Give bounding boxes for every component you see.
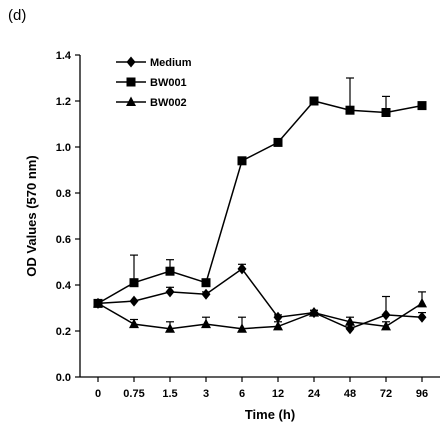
x-tick-label: 24 — [308, 388, 321, 400]
legend-marker — [126, 77, 136, 87]
data-point — [273, 320, 283, 331]
y-tick-label: 0.6 — [56, 234, 71, 246]
x-tick-label: 96 — [416, 388, 428, 400]
data-point — [237, 323, 247, 333]
data-point — [309, 96, 319, 106]
data-point — [201, 278, 211, 288]
legend-item: BW001 — [116, 77, 187, 89]
x-tick-label: 6 — [239, 388, 245, 400]
data-point — [417, 297, 427, 308]
series-line — [97, 267, 423, 330]
data-point — [345, 105, 355, 115]
panel-label: (d) — [8, 7, 26, 24]
data-point — [201, 288, 211, 300]
legend-label: BW001 — [150, 77, 187, 89]
y-tick-label: 1.2 — [56, 96, 71, 108]
x-tick-label: 0.75 — [123, 388, 144, 400]
y-tick-label: 0.2 — [56, 326, 71, 338]
data-point — [381, 320, 391, 331]
data-point — [345, 323, 355, 335]
y-axis-title: OD Values (570 nm) — [24, 155, 39, 276]
data-point — [165, 286, 175, 298]
series-bw001 — [93, 77, 427, 308]
x-ticks: 0 0.75 1.5 3 6 12 24 48 72 96 — [95, 377, 428, 400]
x-axis-title: Time (h) — [245, 407, 295, 422]
data-point — [273, 137, 283, 147]
x-tick-label: 1.5 — [162, 388, 177, 400]
data-point — [237, 263, 247, 275]
series-line — [97, 100, 423, 305]
series-line — [97, 302, 423, 330]
series-layer — [93, 77, 427, 335]
y-tick-label: 1.0 — [56, 142, 71, 154]
data-point — [129, 295, 139, 307]
data-point — [309, 307, 319, 317]
y-tick-label: 1.4 — [56, 50, 72, 62]
series-bw002 — [93, 291, 427, 333]
data-point — [381, 108, 391, 117]
data-point — [417, 311, 427, 323]
data-point — [417, 101, 427, 111]
y-tick-label: 0.8 — [56, 188, 71, 200]
legend-label: BW002 — [150, 97, 187, 109]
legend-label: Medium — [150, 57, 192, 69]
data-point — [345, 316, 355, 326]
data-point — [129, 318, 139, 329]
series-medium — [93, 263, 427, 335]
data-point — [273, 311, 283, 323]
legend-marker — [126, 56, 136, 68]
legend-item: Medium — [116, 56, 192, 69]
x-tick-label: 12 — [272, 388, 284, 400]
data-point — [201, 318, 211, 329]
y-tick-label: 0.4 — [56, 280, 72, 292]
legend-item: BW002 — [116, 96, 187, 109]
data-point — [93, 297, 103, 308]
y-ticks: 0.0 0.2 0.4 0.6 0.8 1.0 1.2 1.4 — [56, 50, 80, 384]
data-point — [165, 266, 175, 276]
chart-axes — [79, 55, 440, 378]
data-point — [165, 323, 175, 333]
data-point — [381, 309, 391, 321]
y-tick-label: 0.0 — [56, 372, 71, 384]
data-point — [237, 156, 247, 166]
x-tick-label: 48 — [344, 388, 356, 400]
legend-marker — [126, 96, 136, 106]
x-tick-label: 0 — [95, 388, 101, 400]
legend: Medium BW001 BW002 — [116, 56, 192, 109]
x-tick-label: 3 — [203, 388, 209, 400]
x-tick-label: 72 — [380, 388, 392, 400]
data-point — [129, 278, 139, 288]
